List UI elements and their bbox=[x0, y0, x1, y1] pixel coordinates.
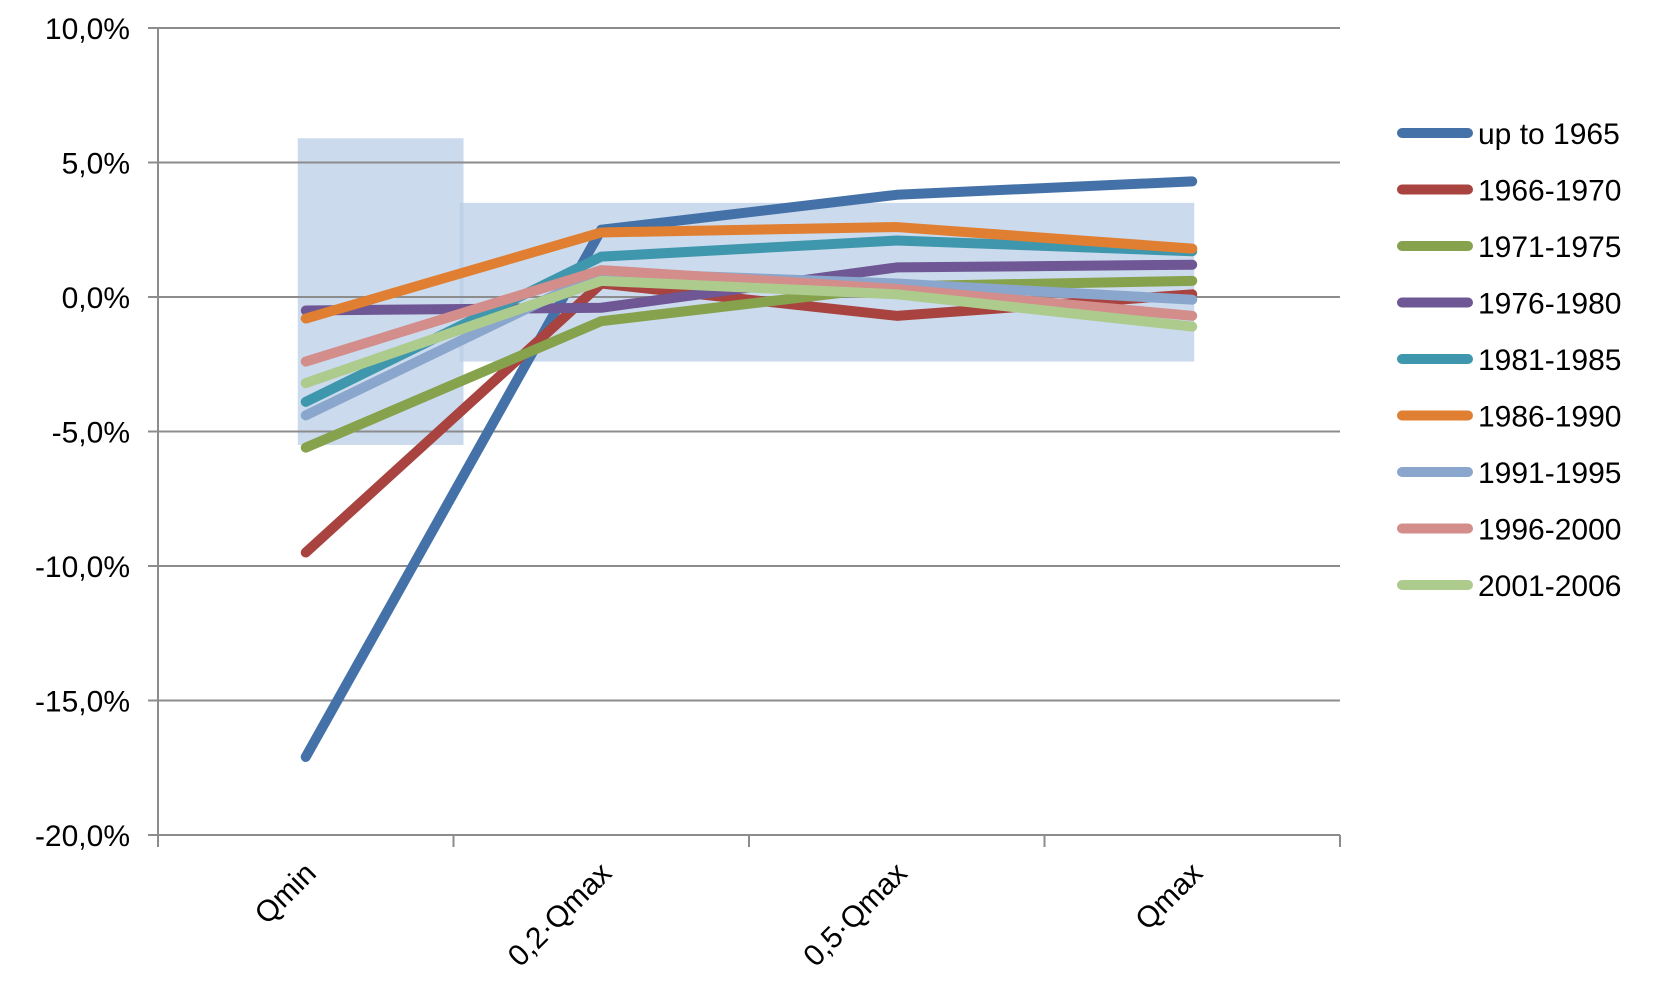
legend-label: 1996-2000 bbox=[1478, 514, 1621, 547]
series-lines bbox=[300, 176, 1198, 762]
legend-label: 1971-1975 bbox=[1478, 231, 1621, 264]
series-line bbox=[300, 275, 1198, 453]
legend-label: 1976-1980 bbox=[1478, 288, 1621, 321]
legend-label: up to 1965 bbox=[1478, 118, 1620, 151]
axes: 10,0% 5,0% 0,0% -5,0% -10,0% -15,0% -20,0% Qmin… bbox=[35, 13, 1341, 973]
legend-label: 1986-1990 bbox=[1478, 401, 1621, 434]
series-line bbox=[300, 265, 1198, 367]
y-tick-label: 5,0% bbox=[62, 148, 130, 181]
series-line bbox=[300, 222, 1198, 324]
x-tick-label: Qmin bbox=[249, 857, 323, 931]
series-line bbox=[300, 176, 1198, 762]
legend: up to 1965 1966-1970 1971-1975 1976-1980 198… bbox=[1397, 118, 1621, 603]
legend-label: 1966-1970 bbox=[1478, 175, 1621, 208]
series-line bbox=[300, 275, 1198, 389]
legend-label: 1991-1995 bbox=[1478, 457, 1621, 490]
y-tick-label: -15,0% bbox=[35, 686, 130, 719]
legend-label: 1981-1985 bbox=[1478, 344, 1621, 377]
x-tick-label: Qmax bbox=[1129, 857, 1209, 937]
x-tick-label: 0,2·Qmax bbox=[502, 857, 618, 973]
legend-label: 2001-2006 bbox=[1478, 570, 1621, 603]
x-tick-label: 0,5·Qmax bbox=[797, 857, 913, 973]
y-tick-label: -5,0% bbox=[52, 417, 130, 450]
y-tick-label: 0,0% bbox=[62, 282, 130, 315]
y-tick-label: -20,0% bbox=[35, 820, 130, 853]
y-tick-label: 10,0% bbox=[45, 13, 130, 46]
y-tick-label: -10,0% bbox=[35, 551, 130, 584]
